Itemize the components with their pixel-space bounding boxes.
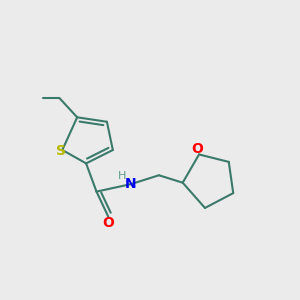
Text: H: H	[118, 171, 127, 181]
Text: O: O	[192, 142, 203, 155]
Text: S: S	[56, 144, 66, 158]
Text: O: O	[103, 216, 114, 230]
Text: N: N	[125, 177, 136, 190]
